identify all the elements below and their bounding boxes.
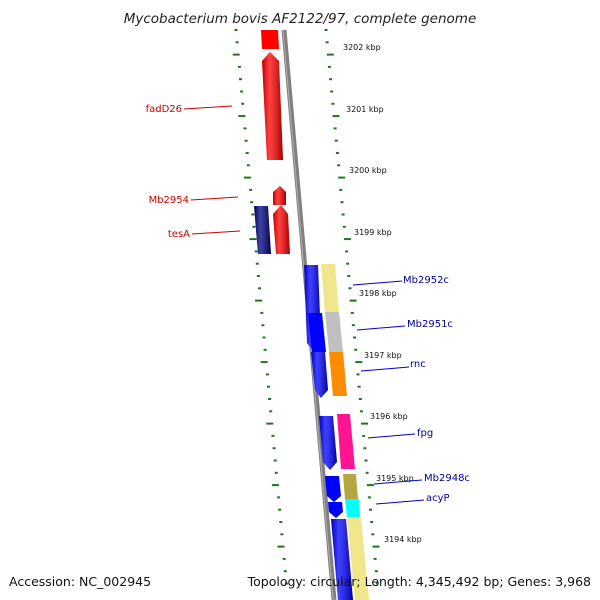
- label-Mb2948c[interactable]: Mb2948c: [424, 473, 470, 484]
- tick-label: 3202 kbp: [343, 43, 381, 52]
- leader-tesA: [191, 230, 241, 235]
- gene-acyP[interactable]: [328, 502, 343, 518]
- tick-dots: [232, 29, 380, 585]
- reverse-strand-genes: [254, 30, 290, 254]
- leader-Mb2948c: [373, 479, 423, 485]
- gene-downstream-shade: [331, 519, 353, 600]
- tick-label: 3201 kbp: [346, 105, 384, 114]
- label-tesA[interactable]: tesA: [168, 229, 190, 240]
- gene-Mb2948c[interactable]: [325, 476, 341, 502]
- tick-label: 3199 kbp: [354, 228, 392, 237]
- tick-label: 3197 kbp: [364, 351, 402, 360]
- tick-label: 3200 kbp: [349, 166, 387, 175]
- leader-Mb2952c: [352, 280, 403, 286]
- forward-strand-genes: [304, 264, 369, 600]
- leader-rnc: [360, 366, 410, 372]
- gene-rnc-shade: [311, 352, 328, 398]
- leader-Mb2954: [190, 196, 239, 201]
- gene-downstream-rna[interactable]: [347, 517, 369, 600]
- label-Mb2954[interactable]: Mb2954: [149, 195, 189, 206]
- tick-label: 3196 kbp: [370, 412, 408, 421]
- label-fadD26[interactable]: fadD26: [146, 104, 182, 115]
- tick-labels: 3202 kbp 3201 kbp 3200 kbp 3199 kbp 3198…: [343, 43, 422, 544]
- gene-Mb2951c-rna[interactable]: [325, 312, 343, 352]
- tick-label: 3198 kbp: [359, 289, 397, 298]
- reverse-gene-labels: fadD26 Mb2954 tesA: [146, 104, 241, 240]
- label-Mb2952c[interactable]: Mb2952c: [403, 275, 449, 286]
- gene-Mb2952c-rna[interactable]: [321, 264, 339, 312]
- gene-Mb2954-shade: [273, 186, 286, 205]
- label-Mb2951c[interactable]: Mb2951c: [407, 319, 453, 330]
- gene-tesA-shade: [254, 206, 271, 254]
- genome-summary-text: Topology: circular; Length: 4,345,492 bp…: [247, 574, 591, 589]
- gene-rnc-block[interactable]: [308, 313, 326, 352]
- leader-acyP: [375, 499, 425, 505]
- gene-fadD26-block[interactable]: [261, 30, 279, 49]
- gene-fpg-shade: [319, 416, 337, 470]
- gene-fpg-rna[interactable]: [337, 414, 355, 469]
- gene-Mb2948c-rna[interactable]: [343, 474, 358, 499]
- tick-label: 3195 kbp: [376, 474, 414, 483]
- gene-rnc-rna[interactable]: [329, 352, 347, 396]
- label-acyP[interactable]: acyP: [426, 493, 450, 504]
- tick-label: 3194 kbp: [384, 535, 422, 544]
- gene-acyP-rna[interactable]: [345, 499, 360, 517]
- accession-text: Accession: NC_002945: [9, 574, 151, 589]
- leader-fpg: [367, 433, 416, 439]
- leader-Mb2951c: [356, 325, 406, 331]
- map-title: Mycobacterium bovis AF2122/97, complete …: [124, 11, 477, 27]
- leader-fadD26: [183, 105, 233, 110]
- gene-fadD26-shade: [262, 52, 283, 160]
- label-rnc[interactable]: rnc: [410, 359, 426, 370]
- label-fpg[interactable]: fpg: [417, 428, 433, 439]
- forward-gene-labels: Mb2952c Mb2951c rnc fpg Mb2948c acyP: [352, 275, 470, 505]
- gene-tesA-red-shade: [273, 205, 290, 254]
